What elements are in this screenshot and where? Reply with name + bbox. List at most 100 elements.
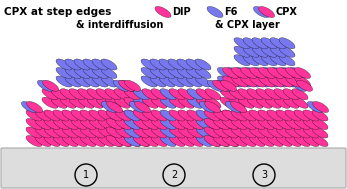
Ellipse shape: [44, 127, 60, 138]
Ellipse shape: [178, 89, 194, 100]
Ellipse shape: [142, 119, 158, 129]
Text: CPX at step edges: CPX at step edges: [4, 7, 111, 17]
Ellipse shape: [249, 110, 265, 121]
Ellipse shape: [234, 38, 250, 49]
Ellipse shape: [178, 97, 194, 108]
Ellipse shape: [53, 119, 69, 129]
Ellipse shape: [101, 76, 117, 87]
Ellipse shape: [286, 67, 302, 79]
Ellipse shape: [37, 80, 53, 91]
Ellipse shape: [65, 67, 81, 79]
Ellipse shape: [169, 127, 185, 138]
Ellipse shape: [96, 89, 112, 100]
Ellipse shape: [53, 127, 69, 138]
Ellipse shape: [249, 136, 265, 146]
Ellipse shape: [159, 59, 175, 70]
Ellipse shape: [240, 119, 256, 129]
Text: 2: 2: [171, 170, 177, 180]
Ellipse shape: [60, 97, 76, 108]
Ellipse shape: [256, 89, 272, 100]
Ellipse shape: [168, 67, 184, 79]
Ellipse shape: [107, 119, 123, 129]
Ellipse shape: [292, 97, 308, 108]
Ellipse shape: [56, 67, 72, 79]
Ellipse shape: [69, 97, 85, 108]
Ellipse shape: [124, 127, 140, 138]
Ellipse shape: [312, 119, 328, 129]
Ellipse shape: [186, 67, 202, 79]
Ellipse shape: [65, 76, 81, 87]
Ellipse shape: [35, 110, 51, 121]
Ellipse shape: [116, 127, 132, 138]
Ellipse shape: [160, 119, 176, 129]
Ellipse shape: [223, 127, 239, 138]
Ellipse shape: [107, 101, 122, 113]
Ellipse shape: [234, 46, 250, 57]
Ellipse shape: [168, 59, 184, 70]
Ellipse shape: [267, 136, 283, 146]
Ellipse shape: [196, 97, 212, 108]
Ellipse shape: [169, 119, 185, 129]
Ellipse shape: [285, 119, 301, 129]
Ellipse shape: [200, 101, 215, 113]
Ellipse shape: [247, 89, 263, 100]
Ellipse shape: [276, 119, 292, 129]
Ellipse shape: [258, 136, 274, 146]
Ellipse shape: [142, 127, 158, 138]
Ellipse shape: [249, 127, 265, 138]
Ellipse shape: [214, 136, 230, 146]
Ellipse shape: [62, 119, 78, 129]
Ellipse shape: [134, 110, 150, 121]
Ellipse shape: [213, 127, 229, 138]
Ellipse shape: [125, 119, 141, 129]
Ellipse shape: [44, 136, 60, 146]
Ellipse shape: [169, 97, 185, 108]
Ellipse shape: [259, 67, 274, 79]
Ellipse shape: [35, 127, 51, 138]
Ellipse shape: [289, 76, 305, 87]
Ellipse shape: [220, 97, 236, 108]
Ellipse shape: [252, 38, 268, 49]
Ellipse shape: [80, 110, 96, 121]
Ellipse shape: [261, 46, 277, 57]
Ellipse shape: [303, 127, 319, 138]
Ellipse shape: [71, 136, 87, 146]
Ellipse shape: [134, 136, 150, 146]
Ellipse shape: [195, 67, 211, 79]
Ellipse shape: [223, 67, 239, 79]
Ellipse shape: [74, 59, 90, 70]
Ellipse shape: [240, 67, 257, 79]
Ellipse shape: [240, 76, 257, 87]
Ellipse shape: [160, 97, 176, 108]
Ellipse shape: [226, 67, 243, 79]
Text: & interdiffusion: & interdiffusion: [76, 20, 164, 30]
Ellipse shape: [261, 38, 277, 49]
Ellipse shape: [151, 97, 167, 108]
Ellipse shape: [205, 89, 221, 100]
Ellipse shape: [105, 89, 121, 100]
Ellipse shape: [151, 110, 167, 121]
Ellipse shape: [214, 127, 230, 138]
Ellipse shape: [217, 76, 234, 87]
Ellipse shape: [98, 119, 114, 129]
Ellipse shape: [223, 136, 239, 146]
Ellipse shape: [280, 67, 296, 79]
Ellipse shape: [151, 127, 167, 138]
Ellipse shape: [27, 101, 43, 113]
Ellipse shape: [231, 136, 247, 146]
Ellipse shape: [80, 127, 96, 138]
Ellipse shape: [280, 76, 296, 87]
Ellipse shape: [107, 136, 123, 146]
Ellipse shape: [106, 136, 122, 146]
Ellipse shape: [133, 110, 149, 121]
Ellipse shape: [107, 110, 123, 121]
Ellipse shape: [295, 67, 311, 79]
Ellipse shape: [44, 110, 60, 121]
Ellipse shape: [256, 97, 272, 108]
Ellipse shape: [270, 46, 286, 57]
Ellipse shape: [259, 6, 274, 18]
Ellipse shape: [253, 6, 269, 18]
Ellipse shape: [261, 55, 277, 66]
Ellipse shape: [178, 127, 194, 138]
Ellipse shape: [244, 76, 260, 87]
